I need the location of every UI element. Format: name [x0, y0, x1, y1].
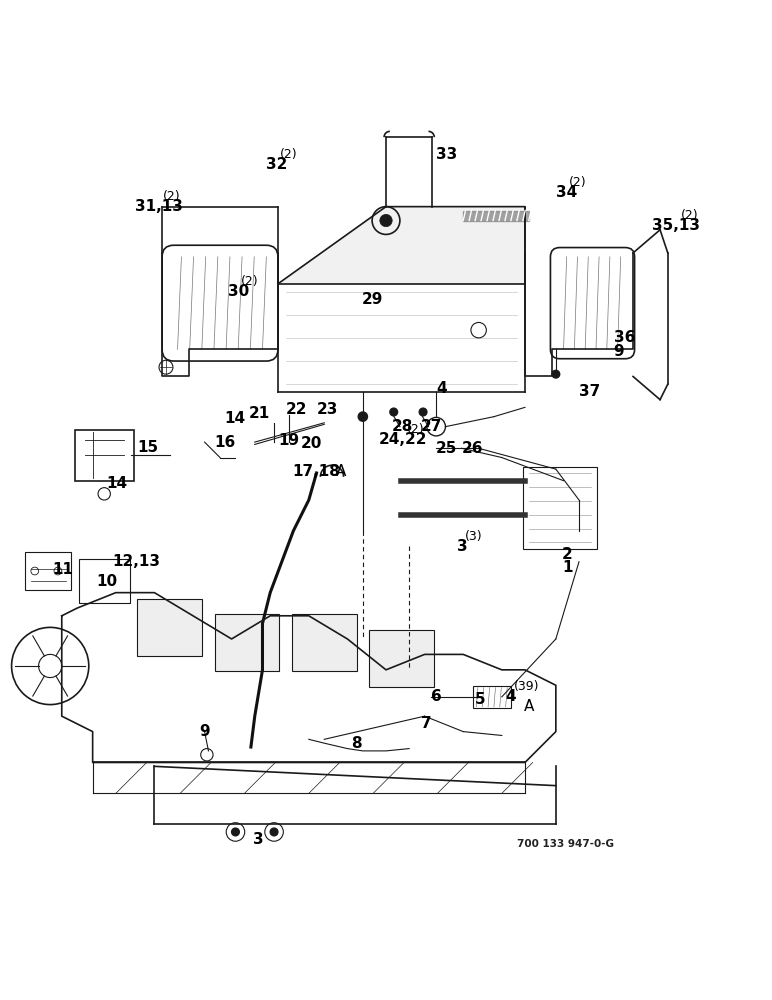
Text: 36: 36 [614, 330, 635, 345]
Text: 31,13: 31,13 [135, 199, 183, 214]
Text: 3: 3 [253, 832, 264, 847]
Text: 30: 30 [228, 284, 249, 299]
Text: 8: 8 [351, 736, 362, 751]
Text: 15: 15 [137, 440, 158, 455]
Text: 25: 25 [436, 441, 458, 456]
Text: 16: 16 [215, 435, 236, 450]
Circle shape [232, 828, 239, 836]
Text: 17,18: 17,18 [292, 464, 340, 479]
Text: 9: 9 [199, 724, 210, 739]
Text: 20: 20 [301, 436, 323, 451]
Text: (3): (3) [465, 530, 482, 543]
FancyBboxPatch shape [369, 630, 434, 687]
Circle shape [390, 408, 398, 416]
Text: 4: 4 [436, 381, 447, 396]
Text: 1: 1 [562, 560, 573, 575]
Text: 3: 3 [457, 539, 468, 554]
Text: 33: 33 [436, 147, 458, 162]
Text: 22: 22 [286, 402, 307, 417]
Text: A: A [336, 464, 346, 479]
Text: 21: 21 [249, 406, 270, 421]
Circle shape [380, 214, 392, 227]
Text: 23: 23 [317, 402, 338, 417]
Text: (2): (2) [241, 275, 259, 288]
Text: (2): (2) [163, 190, 181, 203]
Text: 29: 29 [361, 292, 383, 307]
FancyBboxPatch shape [292, 614, 357, 671]
Text: 5: 5 [475, 692, 486, 707]
Text: 14: 14 [107, 476, 127, 491]
Text: (2): (2) [681, 209, 698, 222]
Text: 11: 11 [52, 562, 73, 577]
Text: (2): (2) [406, 423, 424, 436]
Text: A: A [523, 699, 533, 714]
Text: 10: 10 [96, 574, 117, 589]
FancyBboxPatch shape [215, 614, 279, 671]
Circle shape [419, 408, 427, 416]
Text: (2): (2) [279, 148, 297, 161]
Text: 19: 19 [278, 433, 299, 448]
Text: 35,13: 35,13 [652, 218, 700, 233]
Text: 7: 7 [421, 716, 432, 731]
Circle shape [270, 828, 278, 836]
Text: 14: 14 [224, 411, 245, 426]
Text: 2: 2 [562, 547, 573, 562]
Text: 37: 37 [579, 384, 601, 399]
Polygon shape [278, 207, 525, 284]
Text: (39): (39) [514, 680, 540, 693]
Text: 700 133 947-0-G: 700 133 947-0-G [517, 839, 615, 849]
Text: 34: 34 [556, 185, 577, 200]
Circle shape [552, 370, 560, 378]
Text: 24,22: 24,22 [378, 432, 427, 447]
Text: 27: 27 [421, 419, 442, 434]
Text: 9: 9 [614, 344, 625, 359]
Text: 28: 28 [392, 419, 414, 434]
Text: (2): (2) [569, 176, 587, 189]
Circle shape [358, 412, 367, 421]
Text: 6: 6 [431, 689, 442, 704]
Text: 26: 26 [462, 441, 483, 456]
Polygon shape [463, 211, 529, 221]
Text: 32: 32 [266, 157, 288, 172]
Text: 4: 4 [506, 689, 516, 704]
Text: 12,13: 12,13 [112, 554, 160, 569]
FancyBboxPatch shape [137, 599, 202, 656]
